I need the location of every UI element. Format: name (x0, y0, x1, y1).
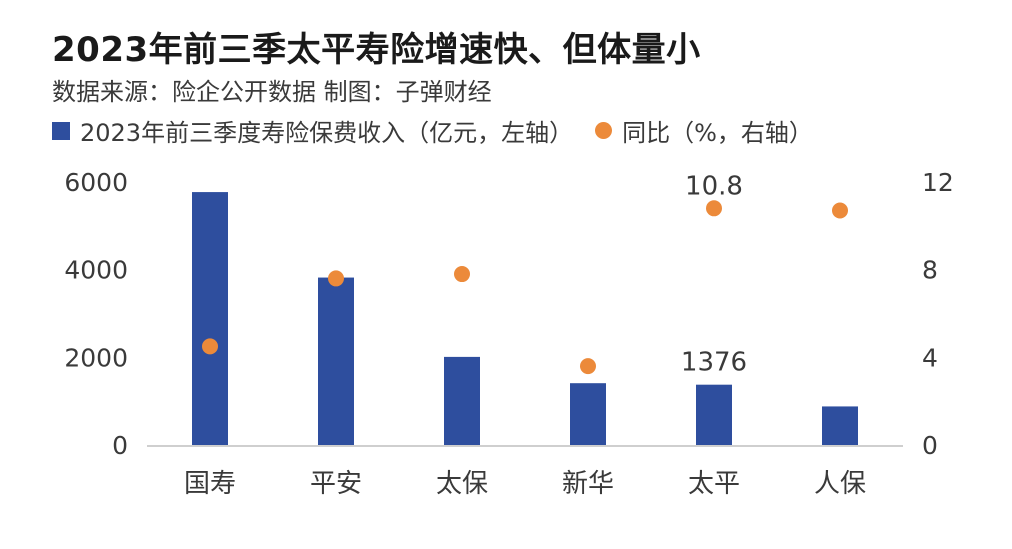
dot-yoy-growth (832, 202, 848, 219)
dot-yoy-growth (202, 338, 218, 355)
legend-bar-label: 2023年前三季度寿险保费收入（亿元，左轴） (80, 119, 574, 147)
dot-yoy-growth (706, 200, 722, 217)
chart-title: 2023年前三季太平寿险增速快、但体量小 (52, 30, 701, 70)
y-left-tick-label: 4000 (64, 256, 128, 285)
bar-premium (192, 192, 228, 445)
chart-legend: 2023年前三季度寿险保费收入（亿元，左轴） 同比（%，右轴） (52, 113, 813, 148)
bar-premium (318, 277, 354, 445)
x-category-label: 国寿 (184, 469, 236, 499)
bar-premium (444, 356, 480, 445)
bar-premium (822, 406, 858, 445)
legend-dot-swatch (595, 122, 613, 139)
y-left-tick-label: 2000 (64, 343, 128, 372)
data-label: 1376 (681, 348, 747, 378)
y-right-tick-label: 4 (922, 343, 938, 372)
y-right-tick-label: 12 (922, 168, 954, 197)
dot-yoy-growth (328, 270, 344, 287)
legend-bar-swatch (52, 121, 70, 140)
x-category-label: 太保 (436, 469, 488, 499)
bar-premium (570, 383, 606, 445)
y-right-tick-label: 8 (922, 256, 938, 285)
x-category-label: 人保 (814, 469, 866, 499)
x-category-label: 太平 (688, 469, 740, 499)
dot-yoy-growth (454, 266, 470, 283)
data-label: 10.8 (685, 171, 743, 201)
dot-yoy-growth (580, 358, 596, 375)
y-left-tick-label: 0 (112, 431, 128, 460)
x-category-label: 平安 (310, 469, 362, 499)
bar-premium (696, 384, 732, 445)
y-right-tick-label: 0 (922, 431, 938, 460)
legend-dot-label: 同比（%，右轴） (622, 119, 813, 147)
chart-source: 数据来源：险企公开数据 制图：子弹财经 (52, 78, 492, 106)
x-category-label: 新华 (562, 469, 614, 499)
y-left-tick-label: 6000 (64, 168, 128, 197)
